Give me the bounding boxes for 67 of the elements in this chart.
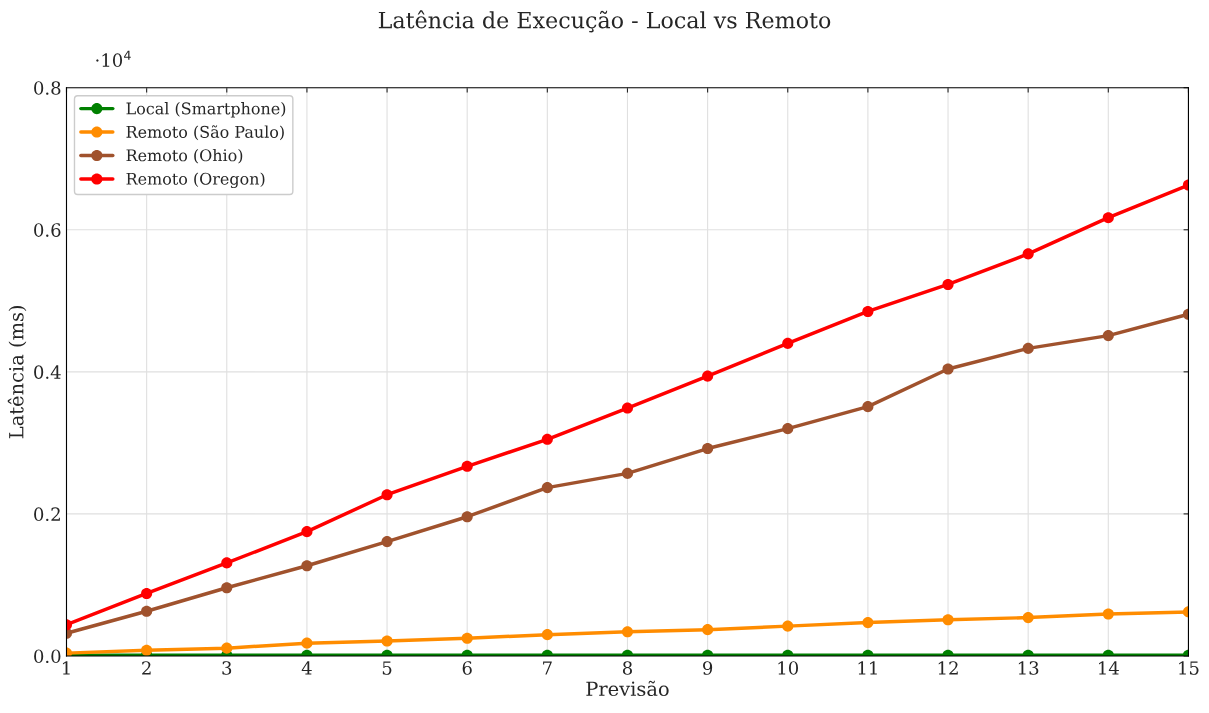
point xyxy=(782,423,794,435)
point xyxy=(141,587,153,600)
point xyxy=(942,363,954,375)
legend-label: Remoto (Ohio) xyxy=(126,148,243,164)
point xyxy=(461,632,473,644)
x-tick-label: 1 xyxy=(62,661,70,675)
point xyxy=(942,278,954,291)
y-tick-label: 0.4 xyxy=(34,365,61,379)
x-tick-label: 15 xyxy=(1179,661,1199,675)
point xyxy=(621,467,634,479)
point xyxy=(461,511,473,523)
point xyxy=(381,536,393,548)
x-tick-label: 3 xyxy=(222,661,232,675)
x-tick-label: 2 xyxy=(142,661,151,675)
point xyxy=(221,557,233,569)
point xyxy=(1102,608,1114,620)
x-tick-label: 8 xyxy=(622,661,632,675)
point xyxy=(702,442,714,455)
x-axis-title: Previsão xyxy=(586,680,669,697)
point xyxy=(862,305,874,318)
point xyxy=(301,560,313,572)
legend-label: Local (Smartphone) xyxy=(126,102,286,118)
x-tick-label: 6 xyxy=(462,661,472,675)
point xyxy=(862,617,874,629)
y-tick-label: 0.2 xyxy=(34,507,60,522)
point xyxy=(541,433,553,445)
point xyxy=(782,337,794,349)
point xyxy=(1022,248,1034,260)
point xyxy=(301,637,313,649)
x-tick-label: 7 xyxy=(543,661,552,675)
point xyxy=(221,582,233,594)
point xyxy=(782,620,794,632)
point xyxy=(862,401,874,413)
y-tick-label: 0.6 xyxy=(34,223,61,237)
y-tick-label: 0.0 xyxy=(34,649,61,664)
point xyxy=(621,402,634,414)
point xyxy=(702,370,714,382)
point xyxy=(942,614,954,626)
x-tick-label: 5 xyxy=(382,661,392,675)
point xyxy=(381,635,393,647)
point xyxy=(301,526,313,538)
point xyxy=(1102,212,1114,224)
chart-title: Latência de Execução - Local vs Remoto xyxy=(378,10,831,33)
x-tick-label: 14 xyxy=(1099,661,1119,675)
point xyxy=(541,629,553,641)
point xyxy=(141,644,153,656)
x-tick-label: 4 xyxy=(301,661,312,675)
point xyxy=(621,626,634,638)
text: ·10$^{4}$ xyxy=(96,50,131,68)
point xyxy=(221,642,233,654)
point xyxy=(1022,612,1034,624)
x-tick-label: 10 xyxy=(778,661,799,675)
y-tick-label: 0.8 xyxy=(34,81,61,95)
legend-label: Remoto (São Paulo) xyxy=(126,125,284,141)
point xyxy=(141,605,153,617)
x-tick-label: 13 xyxy=(1018,661,1039,675)
x-tick-label: 11 xyxy=(858,661,877,675)
point xyxy=(541,482,553,494)
y-axis-title: Latência (ms) xyxy=(7,305,27,439)
point xyxy=(702,624,714,636)
legend-label: Remoto (Oregon) xyxy=(126,172,265,189)
point xyxy=(1102,330,1114,342)
x-tick-label: 9 xyxy=(703,661,713,675)
x-tick-label: 12 xyxy=(938,661,958,675)
point xyxy=(381,489,393,501)
point xyxy=(1022,342,1034,354)
point xyxy=(461,460,473,472)
